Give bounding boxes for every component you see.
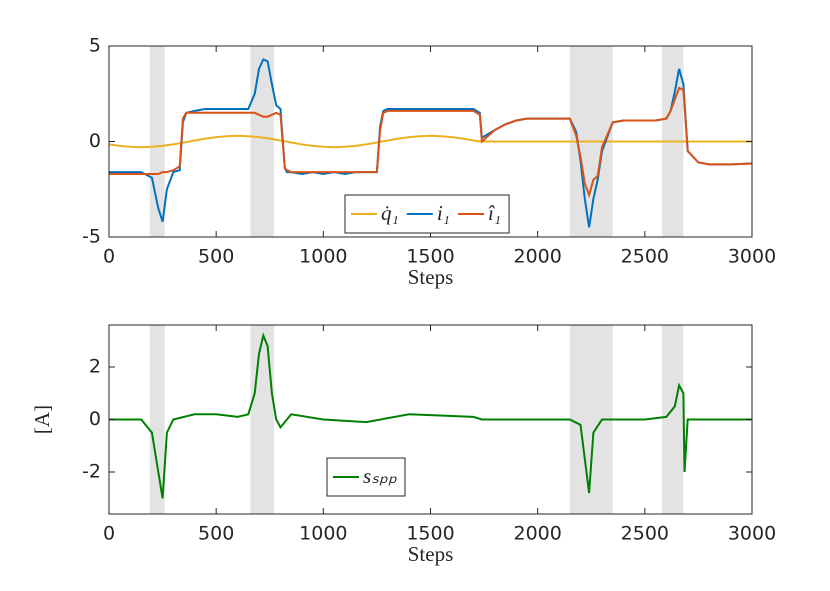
x-tick-label: 2500 (621, 246, 669, 268)
legend: sₛₚₚ (326, 457, 406, 497)
shaded-region (149, 325, 165, 514)
x-tick-label: 3000 (728, 246, 776, 268)
legend-label: i₁ (437, 201, 450, 225)
data-line (109, 332, 752, 499)
x-tick-label: 2000 (513, 523, 561, 545)
legend-label: sₛₚₚ (363, 464, 397, 488)
y-tick-label: 0 (89, 408, 101, 430)
x-tick-label: 0 (103, 523, 115, 545)
y-tick-label: 5 (89, 35, 101, 57)
x-tick-label: 2500 (621, 523, 669, 545)
shaded-region (250, 325, 275, 514)
x-tick-label: 1000 (299, 246, 347, 268)
x-axis-label: Steps (408, 265, 454, 289)
y-tick-label: -5 (82, 226, 101, 248)
legend-label: î₁ (488, 201, 501, 225)
x-tick-label: 1500 (406, 246, 454, 268)
shaded-region (250, 46, 275, 237)
x-tick-label: 1500 (406, 523, 454, 545)
x-tick-label: 500 (198, 246, 234, 268)
x-tick-label: 2000 (513, 246, 561, 268)
x-axis-label: Steps (408, 542, 454, 566)
legend-label: q̇₁ (381, 201, 399, 225)
shaded-region (149, 46, 165, 237)
data-line (108, 134, 752, 149)
y-tick-label: 2 (89, 356, 101, 378)
x-tick-label: 500 (198, 523, 234, 545)
y-tick-label: -2 (82, 461, 101, 483)
x-tick-label: 0 (103, 246, 115, 268)
y-axis-label: [A] (30, 405, 54, 434)
legend: q̇₁ i₁ î₁ (344, 194, 510, 234)
axes-background (109, 325, 752, 514)
y-tick-label: 0 (89, 130, 101, 152)
x-tick-label: 1000 (299, 523, 347, 545)
shaded-region (661, 325, 684, 514)
data-line (109, 86, 753, 199)
x-tick-label: 3000 (728, 523, 776, 545)
